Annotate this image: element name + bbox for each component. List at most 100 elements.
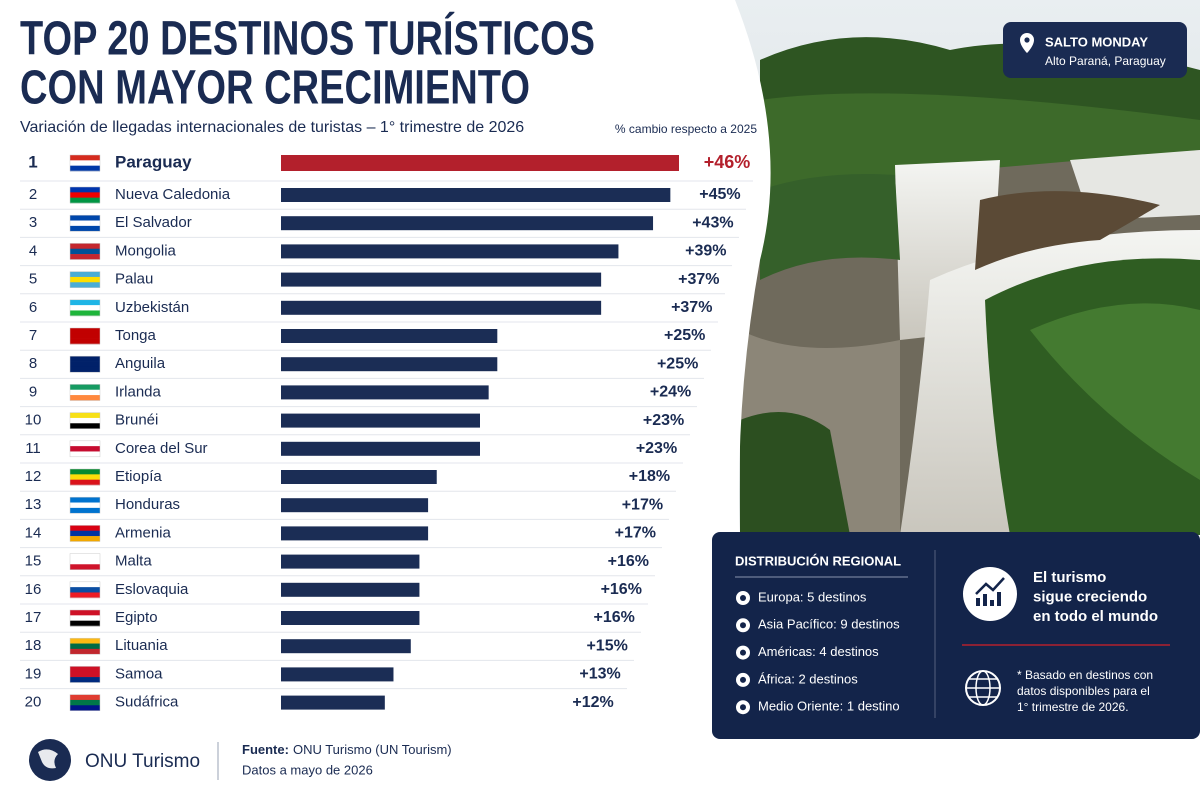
bar bbox=[281, 272, 602, 287]
value-label: +17% bbox=[615, 525, 656, 542]
location-name: SALTO MONDAY bbox=[1045, 34, 1148, 49]
bar bbox=[281, 155, 679, 171]
value-label: +25% bbox=[657, 355, 698, 372]
rank: 12 bbox=[25, 468, 42, 485]
rank: 14 bbox=[25, 524, 42, 541]
country: Honduras bbox=[115, 496, 180, 513]
flag bbox=[70, 165, 100, 172]
value-label: +13% bbox=[579, 666, 620, 683]
flag bbox=[70, 389, 100, 396]
source-label: Fuente: bbox=[242, 742, 289, 757]
country: Lituania bbox=[115, 637, 168, 654]
flag bbox=[70, 564, 100, 570]
flag-border bbox=[69, 243, 101, 260]
flag bbox=[70, 479, 100, 486]
rank: 1 bbox=[28, 152, 37, 171]
flag bbox=[70, 395, 100, 401]
flag-border bbox=[69, 154, 101, 172]
title: TOP 20 DESTINOS TURÍSTICOS bbox=[20, 12, 595, 66]
flag-border bbox=[69, 299, 101, 317]
flag bbox=[70, 248, 100, 255]
rank: 17 bbox=[25, 609, 42, 626]
photo bbox=[730, 0, 1200, 535]
bar bbox=[281, 441, 480, 456]
flag bbox=[70, 643, 100, 650]
rank: 7 bbox=[29, 327, 37, 344]
flag bbox=[70, 699, 100, 706]
flag bbox=[70, 666, 100, 673]
country: Palau bbox=[115, 271, 153, 288]
flag-border bbox=[69, 384, 101, 401]
flag bbox=[70, 530, 100, 537]
flag bbox=[70, 225, 100, 232]
flag bbox=[70, 587, 100, 593]
flag bbox=[70, 187, 100, 193]
footer: ONU Turismo Fuente: ONU Turismo (UN Touri… bbox=[29, 739, 452, 781]
flag bbox=[70, 558, 100, 565]
bar bbox=[281, 498, 429, 513]
bar bbox=[281, 470, 437, 484]
country: Brunéi bbox=[115, 412, 158, 429]
flag bbox=[70, 446, 100, 452]
message: en todo el mundo bbox=[1033, 608, 1158, 625]
flag bbox=[70, 366, 100, 373]
value-label: +25% bbox=[664, 327, 705, 344]
rank: 8 bbox=[29, 355, 37, 372]
bar bbox=[281, 554, 420, 569]
country: Samoa bbox=[115, 665, 163, 682]
bar bbox=[281, 357, 498, 372]
flag bbox=[70, 197, 100, 204]
flag bbox=[70, 356, 100, 362]
region-item: Américas: 4 destinos bbox=[758, 644, 879, 659]
regional-panel: DISTRIBUCIÓN REGIONAL bbox=[712, 532, 1200, 739]
flag bbox=[70, 525, 100, 532]
flag bbox=[70, 592, 100, 599]
country: Malta bbox=[115, 553, 152, 570]
flag bbox=[70, 412, 100, 419]
bar bbox=[281, 695, 385, 710]
flag-border bbox=[69, 468, 101, 486]
rank: 6 bbox=[29, 299, 37, 316]
region-item: Medio Oriente: 1 destino bbox=[758, 699, 900, 714]
flag bbox=[70, 328, 100, 334]
source-text: ONU Turismo (UN Tourism) bbox=[293, 742, 452, 757]
flag bbox=[70, 338, 100, 345]
rank: 5 bbox=[29, 271, 37, 288]
rank: 4 bbox=[29, 242, 37, 259]
flag bbox=[70, 276, 100, 283]
flag-border bbox=[69, 609, 101, 627]
source: Fuente: ONU Turismo (UN Tourism) bbox=[242, 742, 452, 757]
bar bbox=[281, 216, 654, 231]
flag-border bbox=[69, 666, 101, 683]
flag bbox=[70, 271, 100, 278]
rank: 10 bbox=[25, 412, 42, 429]
value-label: +23% bbox=[636, 440, 677, 457]
brand: ONU Turismo bbox=[85, 751, 200, 772]
flag bbox=[70, 155, 100, 161]
flag bbox=[70, 671, 100, 678]
country: Anguila bbox=[115, 355, 166, 372]
flag bbox=[70, 638, 100, 644]
panel-bg bbox=[0, 0, 771, 535]
value-label: +15% bbox=[586, 637, 627, 654]
flag-border bbox=[69, 496, 101, 514]
flag-border bbox=[69, 271, 101, 288]
rank: 13 bbox=[25, 496, 42, 513]
bar bbox=[281, 188, 671, 202]
country: El Salvador bbox=[115, 214, 192, 231]
flag bbox=[70, 305, 100, 311]
country: Etiopía bbox=[115, 468, 162, 485]
flag-border bbox=[69, 637, 101, 655]
flag-border bbox=[69, 186, 101, 204]
rank: 19 bbox=[25, 665, 42, 682]
flag bbox=[70, 440, 100, 447]
note: * Basado en destinos con bbox=[1017, 668, 1153, 682]
value-label: +12% bbox=[572, 694, 613, 711]
flag bbox=[70, 536, 100, 542]
region-icon-dot bbox=[740, 676, 746, 683]
flag bbox=[70, 620, 100, 627]
flag-border bbox=[69, 412, 101, 429]
flag bbox=[70, 384, 100, 391]
flag-border bbox=[69, 581, 101, 599]
